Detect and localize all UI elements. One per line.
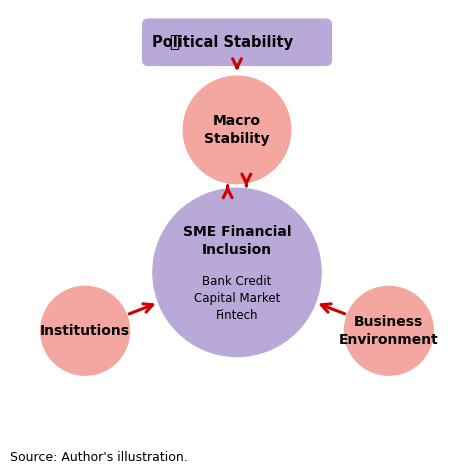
Text: Business
Environment: Business Environment bbox=[339, 315, 439, 347]
Text: Macro
Stability: Macro Stability bbox=[204, 114, 270, 146]
Text: 🏛: 🏛 bbox=[169, 33, 179, 51]
Text: Institutions: Institutions bbox=[40, 324, 130, 338]
Circle shape bbox=[345, 286, 433, 375]
Text: Bank Credit
Capital Market
Fintech: Bank Credit Capital Market Fintech bbox=[194, 274, 280, 321]
Circle shape bbox=[153, 188, 321, 356]
Text: Source: Author's illustration.: Source: Author's illustration. bbox=[10, 451, 188, 464]
FancyBboxPatch shape bbox=[143, 19, 331, 65]
Text: SME Financial
Inclusion: SME Financial Inclusion bbox=[183, 225, 291, 257]
Circle shape bbox=[183, 76, 291, 184]
Text: Political Stability: Political Stability bbox=[153, 35, 293, 50]
Circle shape bbox=[41, 286, 129, 375]
